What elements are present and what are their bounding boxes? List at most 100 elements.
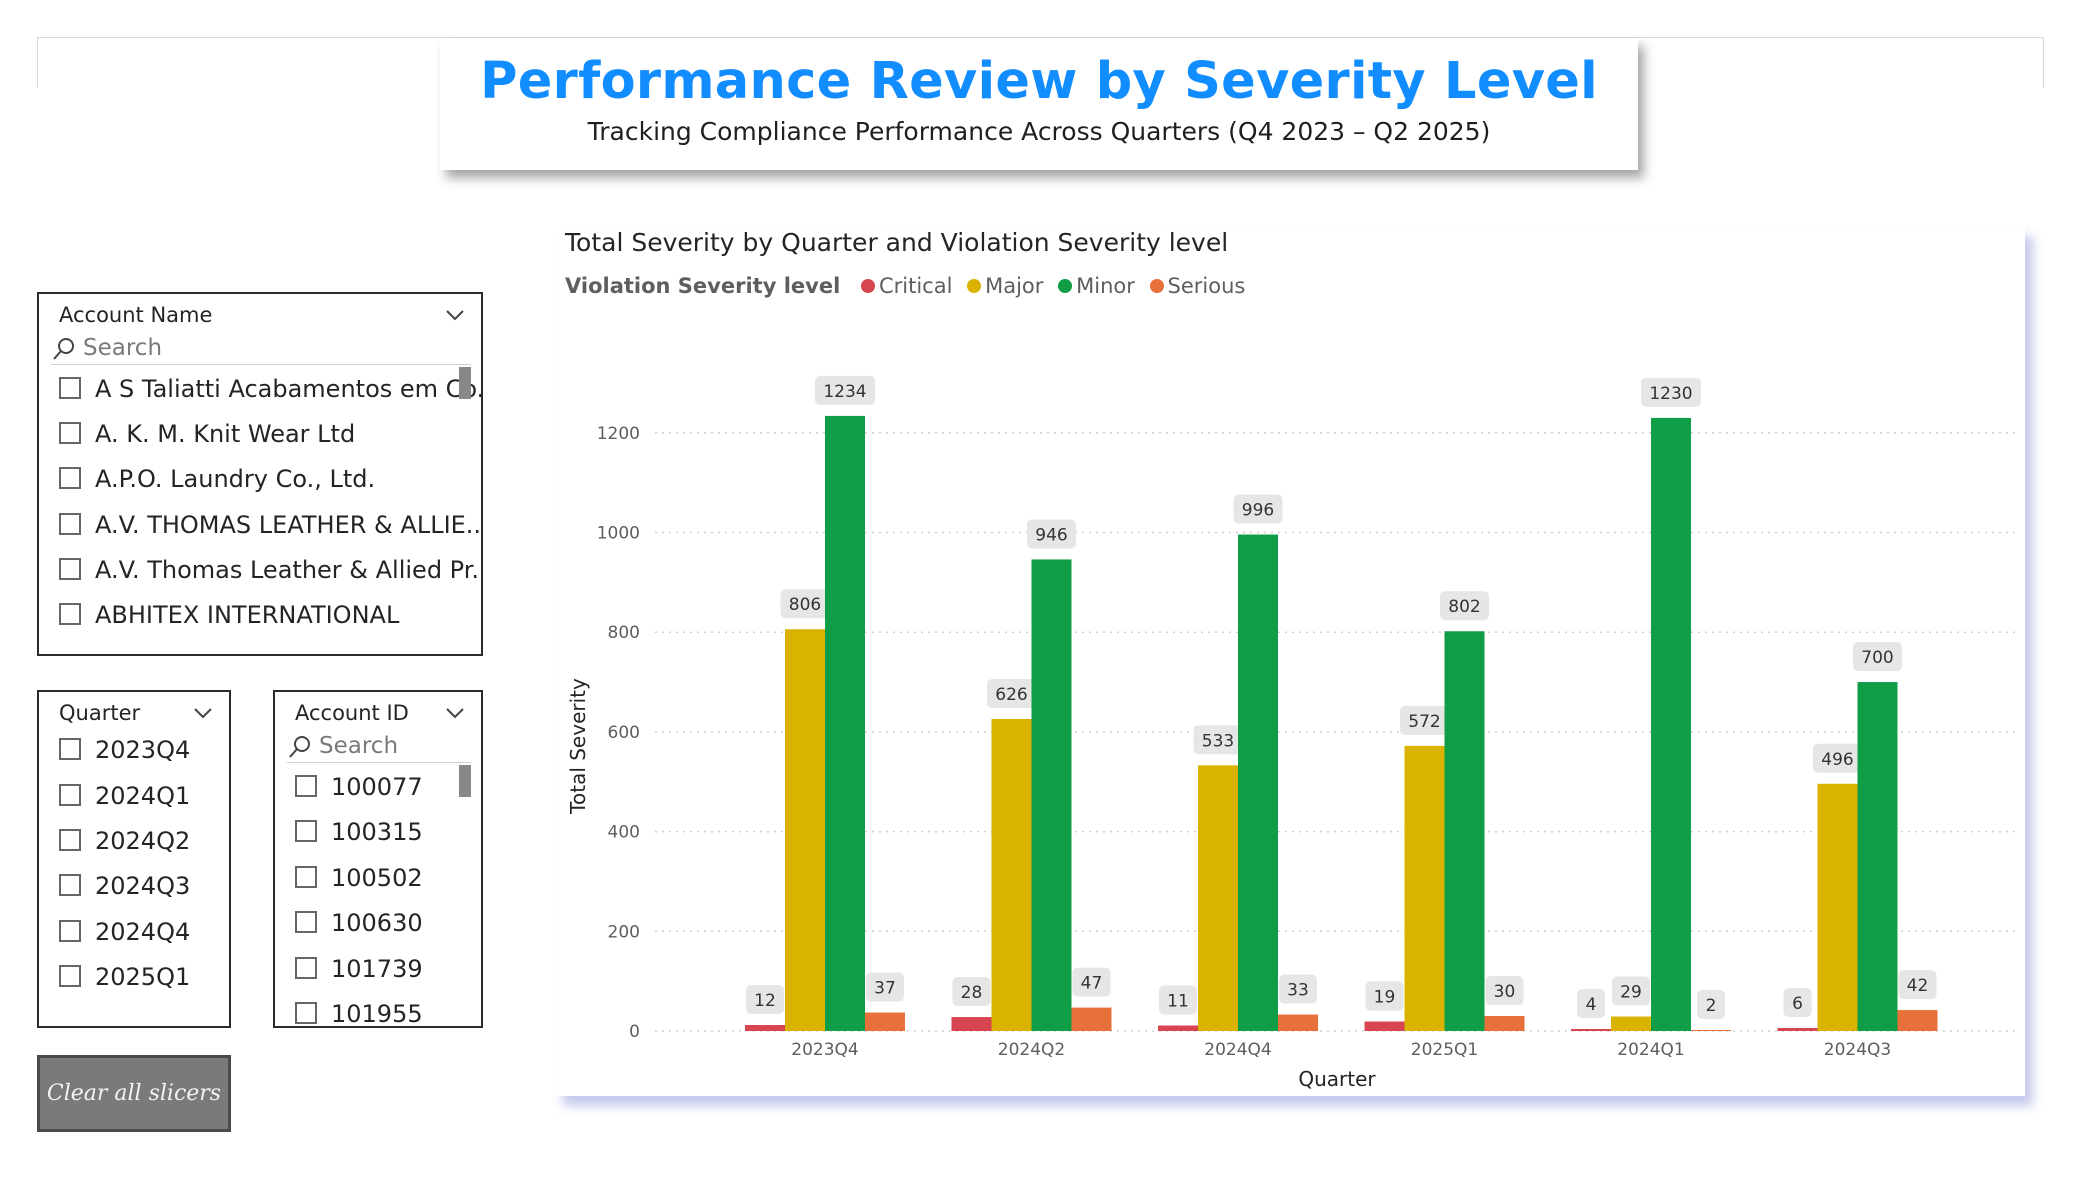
checkbox[interactable] (59, 467, 81, 489)
checkbox[interactable] (59, 558, 81, 580)
data-label: 1234 (823, 382, 866, 402)
legend-item-critical[interactable]: Critical (853, 274, 952, 298)
data-label-bg (815, 375, 875, 405)
checkbox[interactable] (295, 957, 317, 979)
x-tick-label: 2023Q4 (791, 1040, 858, 1060)
account-id-slicer: Account ID Search 100077 100315 100502 1… (273, 690, 483, 1028)
data-label: 29 (1620, 983, 1642, 1003)
list-item[interactable]: 101955 (295, 994, 423, 1026)
checkbox[interactable] (295, 866, 317, 888)
data-label: 1230 (1649, 384, 1692, 404)
checkbox[interactable] (295, 820, 317, 842)
bar[interactable] (1404, 745, 1445, 1031)
data-label: 626 (995, 685, 1027, 705)
scrollbar[interactable] (459, 765, 471, 797)
list-item[interactable]: ABHITEX INTERNATIONAL (59, 595, 399, 635)
list-item[interactable]: A S Taliatti Acabamentos em Co... (59, 369, 481, 409)
checkbox[interactable] (59, 513, 81, 535)
checkbox[interactable] (59, 784, 81, 806)
canvas-frame (37, 37, 2044, 88)
legend-item-minor[interactable]: Minor (1050, 274, 1135, 298)
checkbox[interactable] (295, 911, 317, 933)
data-label-bg (1279, 974, 1317, 1004)
bar[interactable] (1857, 682, 1898, 1031)
data-label-bg (1898, 970, 1937, 1000)
bar[interactable] (1651, 417, 1691, 1031)
scrollbar[interactable] (459, 367, 471, 399)
bar[interactable] (1158, 1025, 1198, 1031)
bar[interactable] (1364, 1021, 1405, 1031)
checkbox[interactable] (59, 920, 81, 942)
bar[interactable] (1897, 1010, 1938, 1031)
chevron-down-icon[interactable] (445, 308, 465, 322)
bar[interactable] (1071, 1007, 1112, 1031)
checkbox[interactable] (59, 829, 81, 851)
list-item[interactable]: 2025Q1 (59, 957, 190, 997)
data-label-bg (1612, 976, 1650, 1006)
search-icon (53, 338, 74, 360)
list-item[interactable]: 100077 (295, 767, 423, 807)
chevron-down-icon[interactable] (445, 706, 465, 720)
list-item[interactable]: 2024Q3 (59, 866, 190, 906)
data-label-bg (1641, 377, 1701, 407)
legend-item-serious[interactable]: Serious (1142, 274, 1245, 298)
bar[interactable] (1278, 1014, 1318, 1031)
list-item[interactable]: A. K. M. Knit Wear Ltd (59, 414, 355, 454)
checkbox[interactable] (59, 422, 81, 444)
list-item[interactable]: A.V. THOMAS LEATHER & ALLIE... (59, 505, 481, 545)
bar[interactable] (1571, 1029, 1611, 1031)
checkbox[interactable] (59, 377, 81, 399)
bar[interactable] (1484, 1016, 1525, 1031)
bar[interactable] (1691, 1030, 1731, 1032)
bar[interactable] (1238, 534, 1278, 1031)
data-label: 6 (1792, 994, 1803, 1014)
y-tick-label: 600 (608, 723, 640, 743)
checkbox[interactable] (295, 775, 317, 797)
search-input[interactable]: Search (287, 730, 471, 763)
search-input[interactable]: Search (51, 332, 471, 365)
y-tick-label: 1200 (597, 424, 640, 444)
list-item[interactable]: A.P.O. Laundry Co., Ltd. (59, 459, 375, 499)
y-tick-label: 0 (629, 1022, 640, 1042)
data-label-bg (1577, 989, 1605, 1019)
list-item[interactable]: 101739 (295, 949, 423, 989)
bar[interactable] (951, 1017, 992, 1031)
list-item[interactable]: 2024Q1 (59, 776, 190, 816)
clear-all-slicers-button[interactable]: Clear all slicers (37, 1055, 231, 1132)
data-label-bg (1813, 743, 1862, 773)
bar[interactable] (1611, 1016, 1651, 1031)
bar[interactable] (1031, 559, 1072, 1031)
bar[interactable] (745, 1025, 785, 1031)
account-name-slicer: Account Name Search A S Taliatti Acabame… (37, 292, 483, 656)
list-item[interactable]: 2024Q2 (59, 821, 190, 861)
x-tick-label: 2025Q1 (1411, 1040, 1478, 1060)
bar[interactable] (785, 629, 825, 1031)
checkbox[interactable] (59, 874, 81, 896)
y-tick-label: 800 (608, 623, 640, 643)
checkbox[interactable] (59, 965, 81, 987)
list-item[interactable]: 100630 (295, 903, 423, 943)
legend-item-major[interactable]: Major (959, 274, 1043, 298)
list-item[interactable]: 2023Q4 (59, 730, 190, 770)
bar[interactable] (991, 718, 1032, 1031)
checkbox[interactable] (59, 738, 81, 760)
data-label-bg (866, 972, 904, 1002)
list-item[interactable]: 2024Q4 (59, 912, 190, 952)
slicer-title: Account ID (295, 701, 409, 725)
list-item[interactable]: 100315 (295, 812, 423, 852)
bar[interactable] (1444, 631, 1485, 1031)
list-item[interactable]: A.V. Thomas Leather & Allied Pr... (59, 550, 481, 590)
chevron-down-icon[interactable] (193, 706, 213, 720)
bar[interactable] (1817, 783, 1858, 1031)
data-label: 42 (1907, 976, 1929, 996)
legend-swatch (967, 278, 982, 293)
list-item[interactable]: 100502 (295, 858, 423, 898)
checkbox[interactable] (295, 1002, 317, 1024)
page-subtitle: Tracking Compliance Performance Across Q… (587, 117, 1491, 146)
checkbox[interactable] (59, 603, 81, 625)
bar[interactable] (865, 1012, 905, 1031)
bar[interactable] (825, 415, 865, 1032)
bar[interactable] (1777, 1028, 1818, 1031)
slicer-title: Account Name (59, 303, 213, 327)
bar[interactable] (1198, 765, 1238, 1031)
